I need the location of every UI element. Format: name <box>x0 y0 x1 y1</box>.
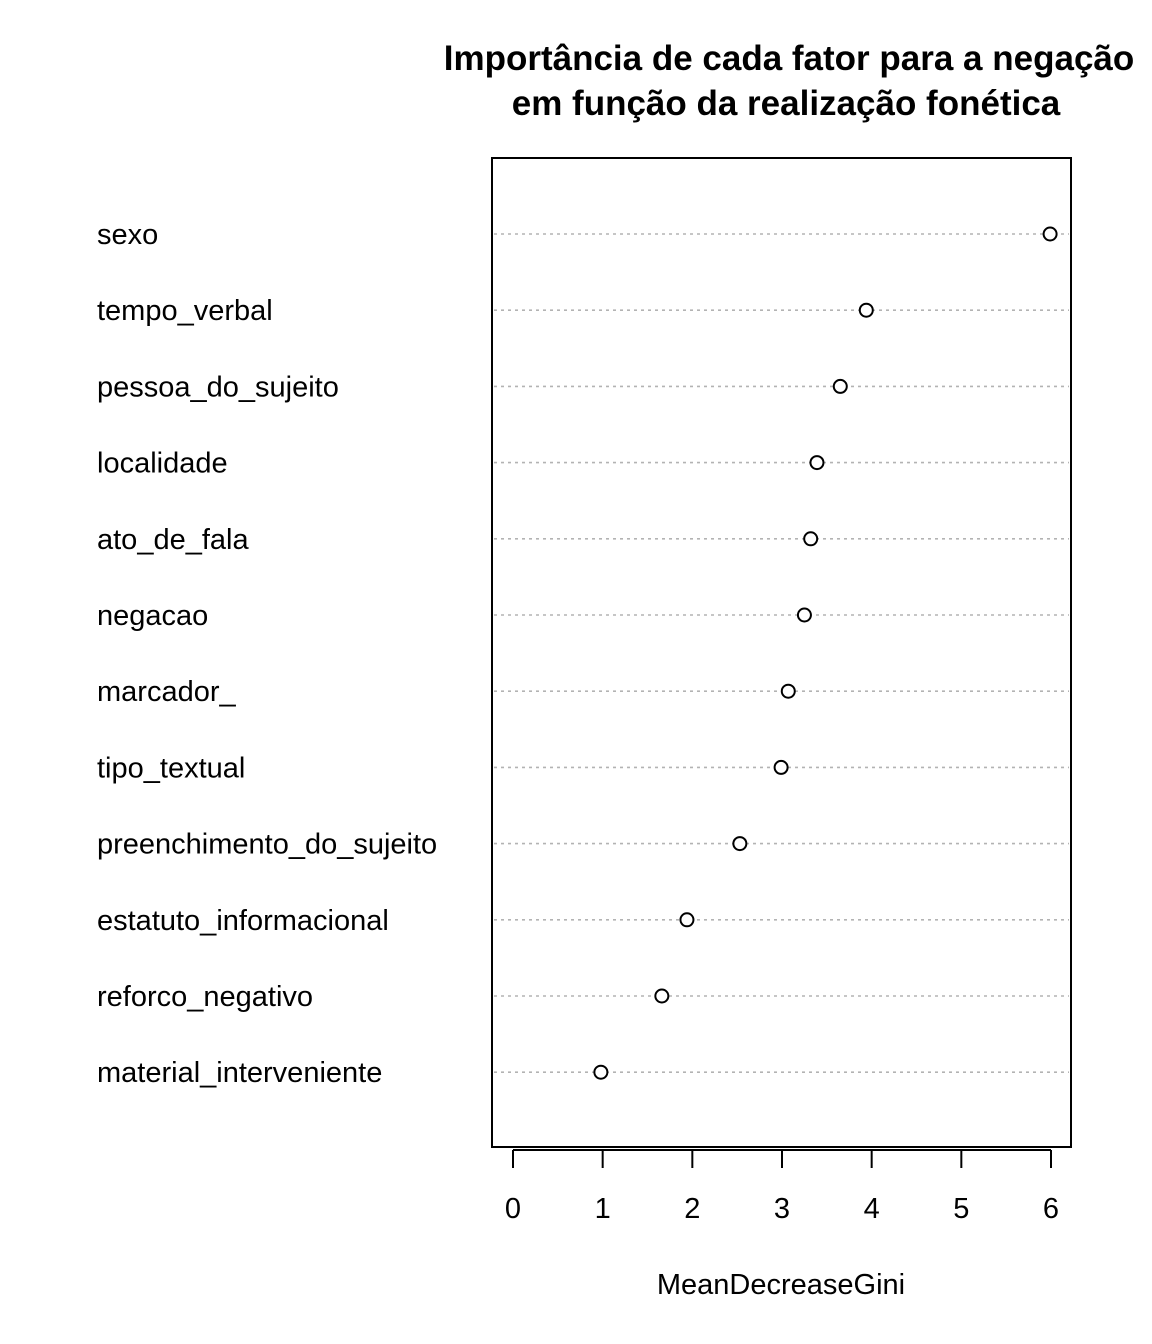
category-label-pessoa_do_sujeito: pessoa_do_sujeito <box>97 371 339 403</box>
data-point-preenchimento_do_sujeito <box>732 836 748 852</box>
category-label-negacao: negacao <box>97 600 208 632</box>
category-label-localidade: localidade <box>97 448 228 480</box>
x-tick-label-3: 3 <box>774 1193 790 1225</box>
data-point-tempo_verbal <box>858 302 874 318</box>
category-label-estatuto_informacional: estatuto_informacional <box>97 905 389 937</box>
category-labels: sexo tempo_verbal pessoa_do_sujeitolocalid… <box>97 219 437 1089</box>
category-label-preenchimento_do_sujeito: preenchimento_do_sujeito <box>97 829 437 861</box>
category-label-material_interveniente: material_interveniente <box>97 1057 382 1089</box>
guide-lines <box>494 233 1069 1073</box>
data-point-localidade <box>809 455 825 471</box>
category-label-tempo_verbal: tempo_verbal <box>97 295 273 327</box>
data-point-material_interveniente <box>593 1064 609 1080</box>
data-point-pessoa_do_sujeito <box>832 378 848 394</box>
x-tick-label-1: 1 <box>595 1193 611 1225</box>
category-label-reforco_negativo: reforco_negativo <box>97 981 313 1013</box>
x-axis-title: MeanDecreaseGini <box>657 1269 905 1301</box>
category-label-ato_de_fala: ato_de_fala <box>97 524 249 556</box>
data-point-negacao <box>796 607 812 623</box>
x-tick-label-2: 2 <box>684 1193 700 1225</box>
data-point-tipo_textual <box>773 759 789 775</box>
category-label-sexo: sexo <box>97 219 158 251</box>
data-point-ato_de_fala <box>803 531 819 547</box>
chart-title-line-1: Importância de cada fator para a negação <box>444 39 1135 78</box>
x-axis: 0 1 2 3 4 5 6 <box>505 1149 1059 1225</box>
x-tick-label-6: 6 <box>1043 1193 1059 1225</box>
x-tick-label-5: 5 <box>953 1193 969 1225</box>
category-label-tipo_textual: tipo_textual <box>97 752 245 784</box>
chart-title-line-2: em função da realização fonética <box>512 84 1061 123</box>
x-tick-label-0: 0 <box>505 1193 521 1225</box>
data-points <box>593 226 1058 1080</box>
data-point-estatuto_informacional <box>679 912 695 928</box>
data-point-reforco_negativo <box>654 988 670 1004</box>
data-point-sexo <box>1042 226 1058 242</box>
plot-frame <box>491 157 1072 1148</box>
data-point-marcador_ <box>780 683 796 699</box>
category-label-marcador_: marcador_ <box>97 676 236 708</box>
x-tick-label-4: 4 <box>864 1193 880 1225</box>
